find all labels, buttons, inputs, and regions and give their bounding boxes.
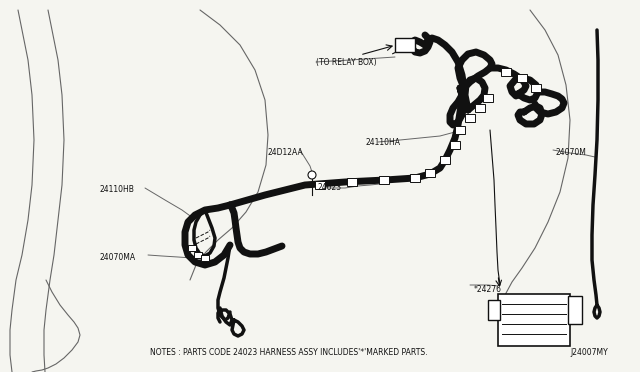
Bar (475, 104, 485, 112)
Bar (450, 141, 460, 149)
Text: 24110HA: 24110HA (365, 138, 400, 147)
Bar (347, 178, 357, 186)
Bar (498, 294, 570, 346)
Bar (425, 169, 435, 177)
Bar (379, 176, 389, 184)
Bar (410, 174, 420, 182)
Bar (201, 255, 209, 261)
Bar (465, 114, 475, 122)
Text: 24070M: 24070M (555, 148, 586, 157)
Text: 24110HB: 24110HB (100, 185, 135, 194)
Text: J24007MY: J24007MY (570, 348, 608, 357)
Bar (483, 94, 493, 102)
Circle shape (308, 171, 316, 179)
Bar (488, 300, 500, 320)
Text: (TO RELAY BOX): (TO RELAY BOX) (316, 58, 376, 67)
Bar (188, 245, 196, 251)
Bar (501, 68, 511, 76)
Text: 24070MA: 24070MA (100, 253, 136, 262)
Bar (517, 74, 527, 82)
Bar (315, 181, 325, 189)
Text: NOTES : PARTS CODE 24023 HARNESS ASSY INCLUDES'*'MARKED PARTS.: NOTES : PARTS CODE 24023 HARNESS ASSY IN… (150, 348, 428, 357)
Text: *24276: *24276 (474, 285, 502, 294)
Text: 24D12AA: 24D12AA (268, 148, 304, 157)
Bar (440, 156, 450, 164)
Bar (395, 38, 415, 52)
Bar (455, 126, 465, 134)
Bar (194, 252, 202, 258)
Bar (568, 296, 582, 324)
Text: 24023: 24023 (318, 183, 342, 192)
Bar (531, 84, 541, 92)
